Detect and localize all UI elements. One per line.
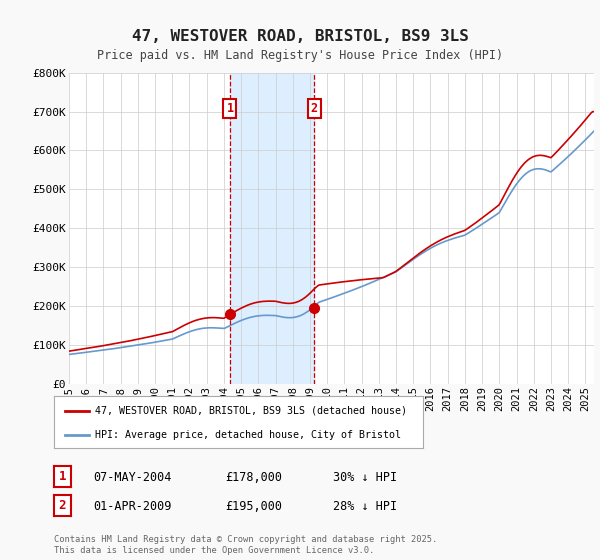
Text: 47, WESTOVER ROAD, BRISTOL, BS9 3LS (detached house): 47, WESTOVER ROAD, BRISTOL, BS9 3LS (det…: [95, 406, 407, 416]
Text: 07-MAY-2004: 07-MAY-2004: [93, 470, 172, 484]
Text: 2: 2: [311, 102, 318, 115]
Text: Price paid vs. HM Land Registry's House Price Index (HPI): Price paid vs. HM Land Registry's House …: [97, 49, 503, 63]
Text: 1: 1: [59, 470, 66, 483]
Text: 30% ↓ HPI: 30% ↓ HPI: [333, 470, 397, 484]
Text: Contains HM Land Registry data © Crown copyright and database right 2025.
This d: Contains HM Land Registry data © Crown c…: [54, 535, 437, 554]
Text: HPI: Average price, detached house, City of Bristol: HPI: Average price, detached house, City…: [95, 430, 401, 440]
Text: 28% ↓ HPI: 28% ↓ HPI: [333, 500, 397, 513]
Text: 1: 1: [226, 102, 233, 115]
Bar: [230, 73, 314, 384]
Text: 2: 2: [59, 499, 66, 512]
Text: 47, WESTOVER ROAD, BRISTOL, BS9 3LS: 47, WESTOVER ROAD, BRISTOL, BS9 3LS: [131, 29, 469, 44]
Text: 01-APR-2009: 01-APR-2009: [93, 500, 172, 513]
Text: £178,000: £178,000: [225, 470, 282, 484]
Text: £195,000: £195,000: [225, 500, 282, 513]
